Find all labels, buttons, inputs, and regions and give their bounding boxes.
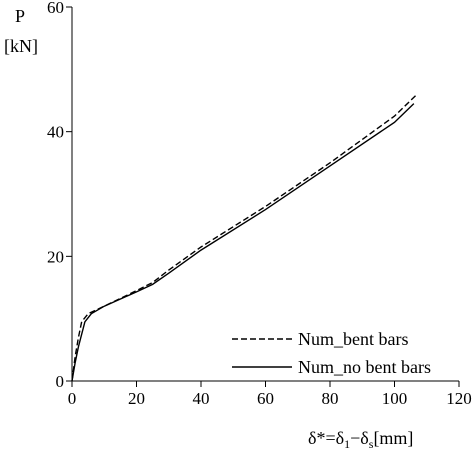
- legend-label: Num_bent bars: [298, 329, 408, 349]
- x-tick-label: 20: [128, 389, 145, 408]
- y-axis-label: P: [15, 6, 25, 26]
- x-tick-label: 100: [382, 389, 408, 408]
- x-tick-label: 40: [193, 389, 210, 408]
- x-axis-label: δ*=δ1−δs[mm]: [308, 428, 413, 451]
- x-tick-label: 60: [257, 389, 274, 408]
- data-line: [71, 93, 418, 382]
- x-axis-label-part: 1: [344, 437, 350, 451]
- x-axis-label-part: [mm]: [373, 428, 413, 448]
- legend-label: Num_no bent bars: [298, 357, 431, 377]
- y-tick-label: 0: [56, 372, 65, 391]
- y-tick-label: 40: [47, 123, 64, 142]
- x-tick-label: 0: [68, 389, 77, 408]
- y-tick-label: 60: [47, 0, 64, 17]
- x-axis-label-part: s: [369, 437, 374, 451]
- x-axis-label-part: −δ: [350, 428, 369, 448]
- y-axis-label: [kN]: [4, 36, 38, 56]
- y-tick-label: 20: [47, 247, 64, 266]
- x-tick-label: 120: [446, 389, 472, 408]
- data-line: [71, 103, 415, 382]
- x-tick-label: 80: [322, 389, 339, 408]
- x-axis-label-part: δ*=δ: [308, 428, 344, 448]
